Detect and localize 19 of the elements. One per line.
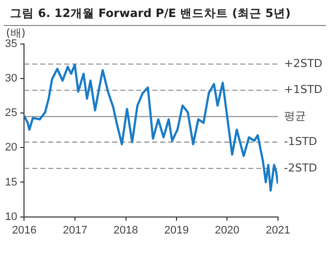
x-tick-label: 2019 [164, 224, 189, 236]
x-tick-label: 2016 [12, 224, 36, 236]
y-tick-label: 30 [4, 72, 18, 85]
x-tick-label: 2021 [266, 224, 290, 236]
ref-line-label: 평균 [284, 109, 306, 122]
ref-line-label: +2STD [284, 56, 322, 70]
y-axis-title: (배) [6, 26, 26, 40]
y-tick-label: 20 [4, 142, 18, 154]
x-tick-label: 2018 [114, 224, 138, 236]
ref-line-label: -2STD [284, 161, 318, 174]
y-tick-label: 35 [4, 38, 18, 50]
x-tick-label: 2017 [62, 224, 88, 236]
y-tick-label: 25 [4, 107, 18, 120]
chart-title: 그림 6. 12개월 Forward P/E 밴드차트 (최근 5년) [4, 0, 326, 26]
y-tick-label: 15 [4, 176, 18, 188]
ref-line-label: -1STD [284, 135, 318, 148]
y-tick-label: 10 [4, 210, 18, 223]
ref-line-label: +1STD [284, 83, 322, 96]
x-tick-label: 2020 [214, 224, 240, 236]
